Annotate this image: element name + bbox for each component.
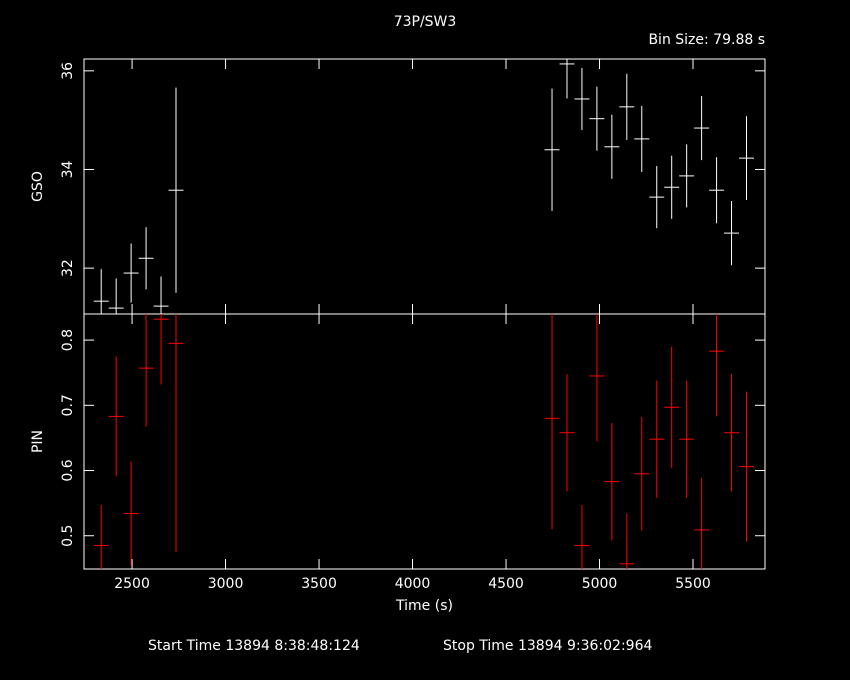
bin-size: Bin Size: 79.88 s <box>648 32 765 48</box>
x-tick-label: 5000 <box>582 576 618 592</box>
stop-time: Stop Time 13894 9:36:02:964 <box>443 638 652 654</box>
y-tick-label: 0.7 <box>60 394 76 416</box>
y-axis-label: PIN <box>30 430 46 453</box>
y-tick-label: 0.8 <box>60 329 76 351</box>
x-axis-label: Time (s) <box>395 598 453 614</box>
y-tick-label: 0.6 <box>60 459 76 481</box>
plot-area <box>93 59 754 314</box>
y-tick-label: 34 <box>60 160 76 178</box>
x-tick-label: 5500 <box>675 576 711 592</box>
x-tick-label: 4500 <box>488 576 524 592</box>
y-axis-label: GSO <box>30 171 46 202</box>
panel-frame <box>83 313 766 570</box>
x-tick-label: 2500 <box>114 576 150 592</box>
panel-frame <box>83 58 766 315</box>
chart-title: 73P/SW3 <box>394 14 457 30</box>
x-tick-label: 3500 <box>301 576 337 592</box>
x-tick-label: 3000 <box>208 576 244 592</box>
y-tick-label: 32 <box>60 259 76 277</box>
start-time: Start Time 13894 8:38:48:124 <box>148 638 360 654</box>
plot-area <box>93 314 754 569</box>
x-tick-label: 4000 <box>395 576 431 592</box>
y-tick-label: 0.5 <box>60 525 76 547</box>
y-tick-label: 36 <box>60 62 76 80</box>
